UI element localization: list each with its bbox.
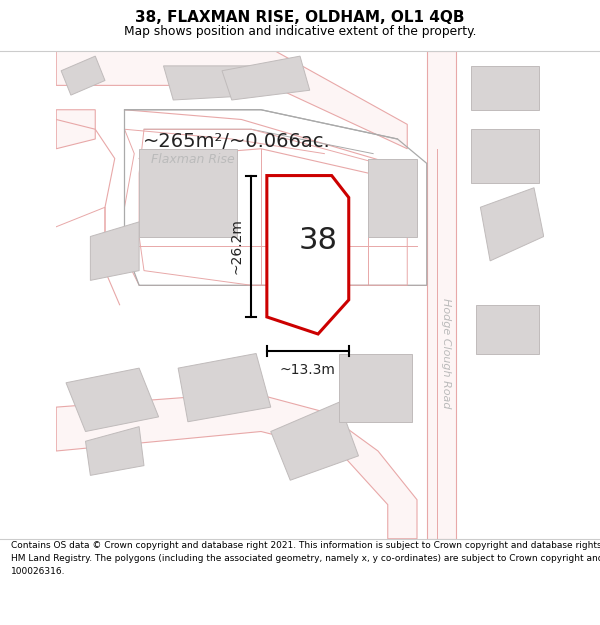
Text: ~26.2m: ~26.2m bbox=[230, 218, 244, 274]
Polygon shape bbox=[91, 222, 139, 281]
Polygon shape bbox=[56, 110, 95, 149]
Text: ~265m²/~0.066ac.: ~265m²/~0.066ac. bbox=[143, 132, 331, 151]
Polygon shape bbox=[476, 305, 539, 354]
Polygon shape bbox=[178, 354, 271, 422]
Text: Map shows position and indicative extent of the property.: Map shows position and indicative extent… bbox=[124, 26, 476, 39]
Polygon shape bbox=[368, 159, 417, 236]
Text: 38: 38 bbox=[299, 226, 338, 254]
Polygon shape bbox=[427, 51, 456, 539]
Text: Flaxman Rise: Flaxman Rise bbox=[151, 154, 235, 166]
Polygon shape bbox=[481, 188, 544, 261]
Polygon shape bbox=[470, 129, 539, 183]
Text: Contains OS data © Crown copyright and database right 2021. This information is : Contains OS data © Crown copyright and d… bbox=[11, 541, 600, 576]
Polygon shape bbox=[339, 354, 412, 422]
Polygon shape bbox=[163, 66, 261, 100]
Polygon shape bbox=[139, 149, 236, 236]
Text: ~13.3m: ~13.3m bbox=[280, 362, 336, 377]
Polygon shape bbox=[56, 51, 407, 149]
Polygon shape bbox=[470, 66, 539, 110]
Polygon shape bbox=[61, 56, 105, 95]
Polygon shape bbox=[271, 402, 359, 480]
Polygon shape bbox=[267, 176, 349, 334]
Text: 38, FLAXMAN RISE, OLDHAM, OL1 4QB: 38, FLAXMAN RISE, OLDHAM, OL1 4QB bbox=[135, 10, 465, 25]
Text: Hodge Clough Road: Hodge Clough Road bbox=[441, 298, 451, 409]
Polygon shape bbox=[85, 427, 144, 476]
Polygon shape bbox=[66, 368, 158, 431]
Polygon shape bbox=[56, 392, 417, 539]
Polygon shape bbox=[222, 56, 310, 100]
